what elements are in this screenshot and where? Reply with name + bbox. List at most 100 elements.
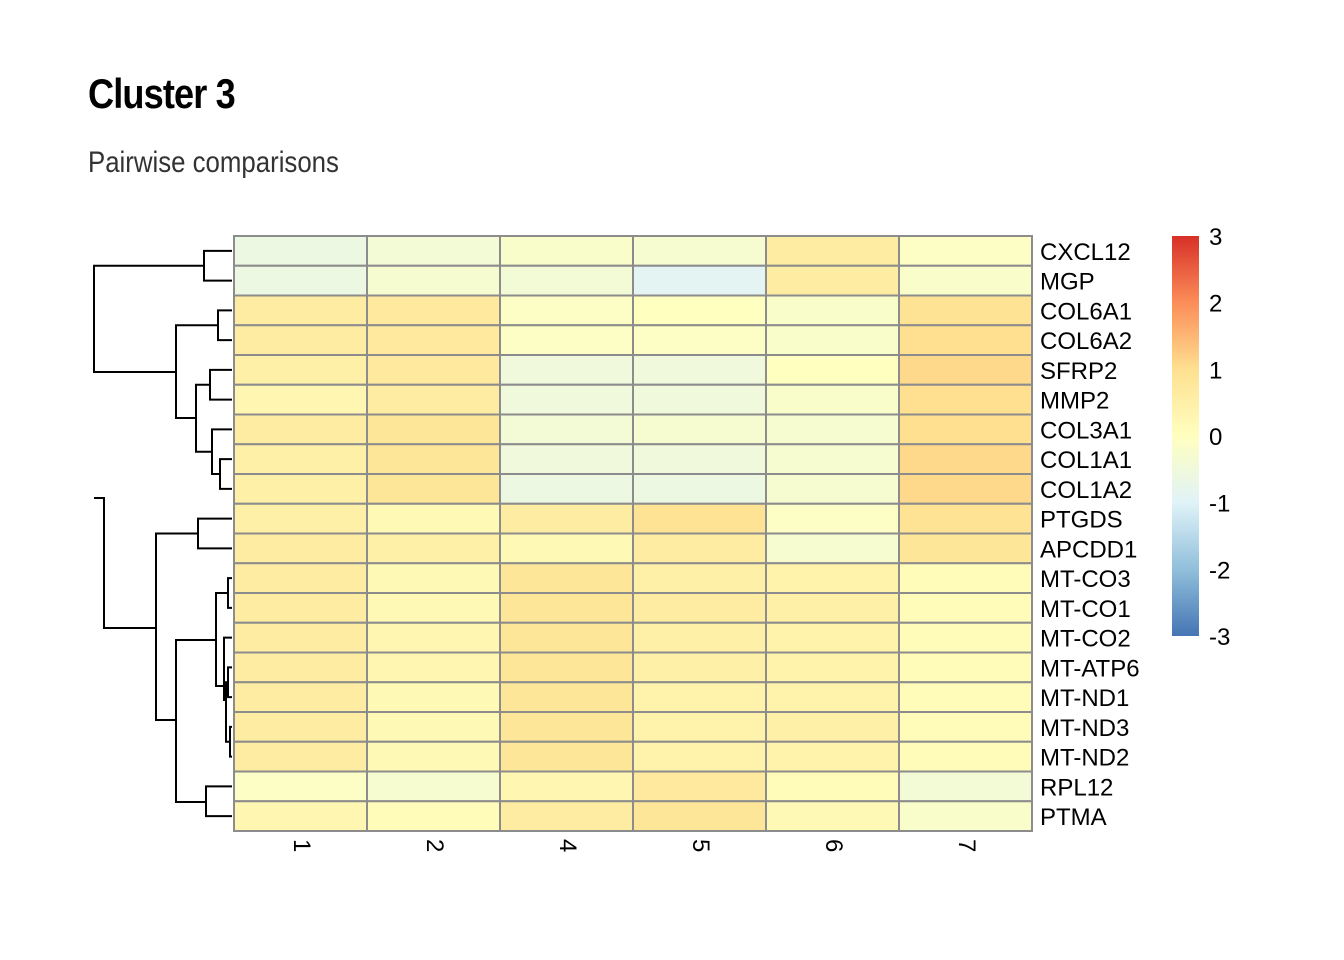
heatmap-cell-MT-CO3-5: [632, 562, 767, 594]
heatmap-cell-APCDD1-4: [499, 532, 634, 565]
heatmap-cells: [233, 235, 1033, 832]
column-label: 6: [820, 839, 847, 852]
heatmap-cell-COL6A1-2: [366, 294, 501, 327]
heatmap-cell-MT-ND1-6: [765, 681, 900, 713]
heatmap-cell-PTMA-7: [898, 800, 1033, 832]
heatmap-cell-PTMA-2: [366, 800, 501, 832]
column-label: 5: [687, 839, 714, 852]
heatmap-cell-COL6A1-4: [499, 294, 634, 327]
heatmap-cell-PTMA-4: [499, 800, 634, 832]
heatmap-cell-MMP2-7: [898, 383, 1033, 416]
heatmap-cell-COL1A1-4: [499, 443, 634, 475]
row-label: MT-ND2: [1040, 745, 1129, 772]
heatmap-cell-CXCL12-7: [898, 235, 1033, 267]
chart-subtitle: Pairwise comparisons: [88, 146, 339, 179]
legend-tick-label: 3: [1209, 224, 1222, 251]
legend-tick-label: -1: [1209, 491, 1230, 518]
heatmap-cell-MT-ND2-4: [499, 740, 634, 773]
heatmap-cell-COL1A2-6: [765, 473, 900, 505]
heatmap-cell-APCDD1-6: [765, 532, 900, 565]
heatmap-cell-COL1A1-1: [233, 443, 368, 475]
heatmap-cell-MGP-5: [632, 264, 767, 297]
heatmap-cell-COL1A1-6: [765, 443, 900, 475]
heatmap-cell-RPL12-7: [898, 770, 1033, 803]
heatmap-cell-PTGDS-7: [898, 502, 1033, 535]
row-label: MT-CO2: [1040, 626, 1131, 653]
heatmap-cell-COL6A2-7: [898, 324, 1033, 356]
heatmap-cell-COL6A2-1: [233, 324, 368, 356]
heatmap-cell-MT-ND2-7: [898, 740, 1033, 773]
heatmap-cell-MT-CO1-4: [499, 592, 634, 624]
heatmap-cell-COL1A2-2: [366, 473, 501, 505]
heatmap-cell-MT-ND1-2: [366, 681, 501, 713]
heatmap-cell-MMP2-2: [366, 383, 501, 416]
heatmap-cell-COL6A2-4: [499, 324, 634, 356]
heatmap-cell-MT-ND3-7: [898, 711, 1033, 743]
legend-tick-label: -3: [1209, 624, 1230, 651]
heatmap-cell-MT-CO3-2: [366, 562, 501, 594]
column-label: 4: [554, 839, 581, 852]
column-label: 1: [288, 839, 315, 852]
heatmap-cell-APCDD1-2: [366, 532, 501, 565]
color-legend: 3 2 1 0 -1 -2 -3: [1172, 224, 1230, 651]
heatmap-cell-COL1A1-7: [898, 443, 1033, 475]
heatmap-cell-MGP-4: [499, 264, 634, 297]
heatmap-cell-RPL12-6: [765, 770, 900, 803]
heatmap-cell-MT-ND1-5: [632, 681, 767, 713]
heatmap-cell-MT-ND3-6: [765, 711, 900, 743]
heatmap-cell-MMP2-5: [632, 383, 767, 416]
heatmap-cell-MMP2-1: [233, 383, 368, 416]
heatmap-cell-COL6A1-1: [233, 294, 368, 327]
heatmap-cell-COL1A2-7: [898, 473, 1033, 505]
heatmap-cell-MT-ND2-2: [366, 740, 501, 773]
row-label: MT-ND3: [1040, 715, 1129, 742]
row-label: MMP2: [1040, 388, 1109, 415]
heatmap-cell-SFRP2-6: [765, 354, 900, 386]
row-label: RPL12: [1040, 774, 1113, 801]
legend-tick-label: -2: [1209, 557, 1230, 584]
row-label: MT-ND1: [1040, 685, 1129, 712]
heatmap-cell-COL6A2-5: [632, 324, 767, 356]
row-label: COL1A2: [1040, 477, 1132, 504]
heatmap-cell-MMP2-6: [765, 383, 900, 416]
heatmap-cell-MT-ND1-7: [898, 681, 1033, 713]
heatmap-cell-MT-ATP6-5: [632, 651, 767, 684]
heatmap-cell-SFRP2-7: [898, 354, 1033, 386]
heatmap-cell-RPL12-5: [632, 770, 767, 803]
heatmap-cell-COL1A2-1: [233, 473, 368, 505]
heatmap-cell-MT-CO3-6: [765, 562, 900, 594]
heatmap-cell-MGP-1: [233, 264, 368, 297]
heatmap-cell-MT-ATP6-4: [499, 651, 634, 684]
heatmap-cell-COL3A1-5: [632, 413, 767, 446]
row-dendrogram: [93, 249, 232, 818]
heatmap-cell-RPL12-2: [366, 770, 501, 803]
row-label: COL6A2: [1040, 328, 1132, 355]
heatmap-cell-COL6A1-6: [765, 294, 900, 327]
column-labels: 1 2 4 5 6 7: [288, 839, 980, 852]
heatmap-cell-MT-ATP6-7: [898, 651, 1033, 684]
heatmap-cell-CXCL12-2: [366, 235, 501, 267]
row-label: PTGDS: [1040, 507, 1123, 534]
heatmap-cell-COL1A2-5: [632, 473, 767, 505]
heatmap-cell-PTGDS-1: [233, 502, 368, 535]
heatmap-cell-MT-ND3-1: [233, 711, 368, 743]
heatmap-cell-MT-CO2-5: [632, 621, 767, 654]
heatmap-cell-PTGDS-4: [499, 502, 634, 535]
heatmap-cell-MT-ND3-5: [632, 711, 767, 743]
heatmap-cell-COL3A1-6: [765, 413, 900, 446]
heatmap-cell-MT-CO2-1: [233, 621, 368, 654]
heatmap-cell-APCDD1-1: [233, 532, 368, 565]
heatmap-cell-COL3A1-1: [233, 413, 368, 446]
heatmap-cell-RPL12-4: [499, 770, 634, 803]
heatmap-cell-MT-ND1-1: [233, 681, 368, 713]
heatmap-cell-MT-ND2-1: [233, 740, 368, 773]
heatmap-cell-MT-ATP6-1: [233, 651, 368, 684]
heatmap-cell-MT-CO1-6: [765, 592, 900, 624]
heatmap-cell-SFRP2-5: [632, 354, 767, 386]
row-label: COL6A1: [1040, 298, 1132, 325]
heatmap-cell-CXCL12-4: [499, 235, 634, 267]
heatmap-cell-CXCL12-5: [632, 235, 767, 267]
heatmap-cell-MT-CO1-1: [233, 592, 368, 624]
heatmap-cell-MT-ND2-5: [632, 740, 767, 773]
heatmap-cell-MT-ATP6-2: [366, 651, 501, 684]
